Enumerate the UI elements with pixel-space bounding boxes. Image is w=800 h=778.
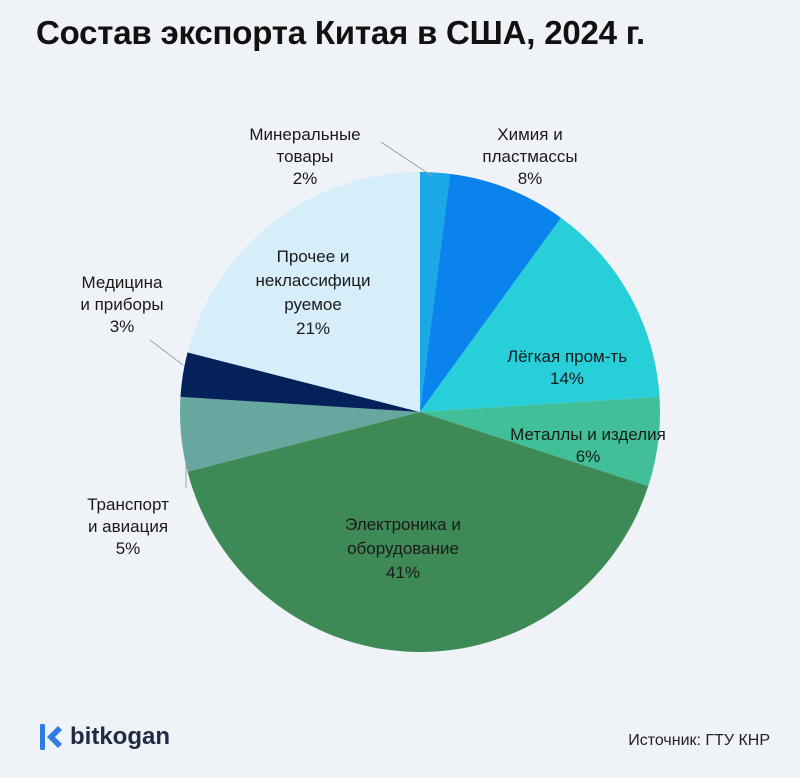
slice-label: Лёгкая пром-ть 14% <box>507 347 627 388</box>
slice-value-label: 8% <box>518 169 543 188</box>
slice-name-label: оборудование <box>347 539 459 558</box>
slice-value-label: 5% <box>116 539 141 558</box>
slice-value-label: 41% <box>386 563 420 582</box>
pie-slice <box>187 412 649 653</box>
slice-name-label: товары <box>276 147 333 166</box>
slice-value-label: 14% <box>550 369 584 388</box>
pie-slice <box>420 172 451 412</box>
slice-label: Химия и пластмассы 8% <box>482 125 577 188</box>
slice-name-label: руемое <box>284 295 342 314</box>
slice-label: Транспорт и авиация 5% <box>87 495 169 558</box>
slice-label: Металлы и изделия 6% <box>510 425 666 466</box>
slice-name-label: Металлы и изделия <box>510 425 666 444</box>
slice-value-label: 3% <box>110 317 135 336</box>
bitkogan-logo-icon <box>40 724 62 750</box>
slice-label: Медицина и приборы 3% <box>80 273 163 336</box>
pie-slice <box>180 352 420 412</box>
source-note: Источник: ГТУ КНР <box>628 732 770 749</box>
slice-name-label: пластмассы <box>482 147 577 166</box>
slice-name-label: Лёгкая пром-ть <box>507 347 627 366</box>
slice-value-label: 21% <box>296 319 330 338</box>
slice-label: Минеральные товары 2% <box>249 125 360 188</box>
pie-slice <box>420 396 661 487</box>
pie-slice <box>420 173 562 412</box>
slice-name-label: Минеральные <box>249 125 360 144</box>
leader-line <box>380 141 433 177</box>
pie-slice <box>180 396 420 472</box>
brand-logo: bitkogan <box>38 722 170 752</box>
slice-name-label: неклассифици <box>255 271 370 290</box>
slice-name-label: и приборы <box>80 295 163 314</box>
slice-name-label: Электроника и <box>345 515 461 534</box>
slice-name-label: и авиация <box>88 517 168 536</box>
slice-name-label: Химия и <box>497 125 562 144</box>
slice-value-label: 2% <box>293 169 318 188</box>
pie-slice <box>420 217 660 412</box>
chart-title: Состав экспорта Китая в США, 2024 г. <box>36 14 646 51</box>
pie-slice <box>187 172 420 412</box>
pie-chart: Минеральные товары 2% Химия и пластмассы 8% Лё… <box>80 125 666 653</box>
leader-line <box>149 339 184 366</box>
slice-value-label: 6% <box>576 447 601 466</box>
slice-name-label: Медицина <box>82 273 163 292</box>
slice-name-label: Транспорт <box>87 495 169 514</box>
slice-label: Электроника и оборудование 41% <box>345 515 461 582</box>
slice-label: Прочее и неклассифици руемое 21% <box>255 247 370 338</box>
brand-name: bitkogan <box>70 723 170 750</box>
slice-name-label: Прочее и <box>277 247 350 266</box>
